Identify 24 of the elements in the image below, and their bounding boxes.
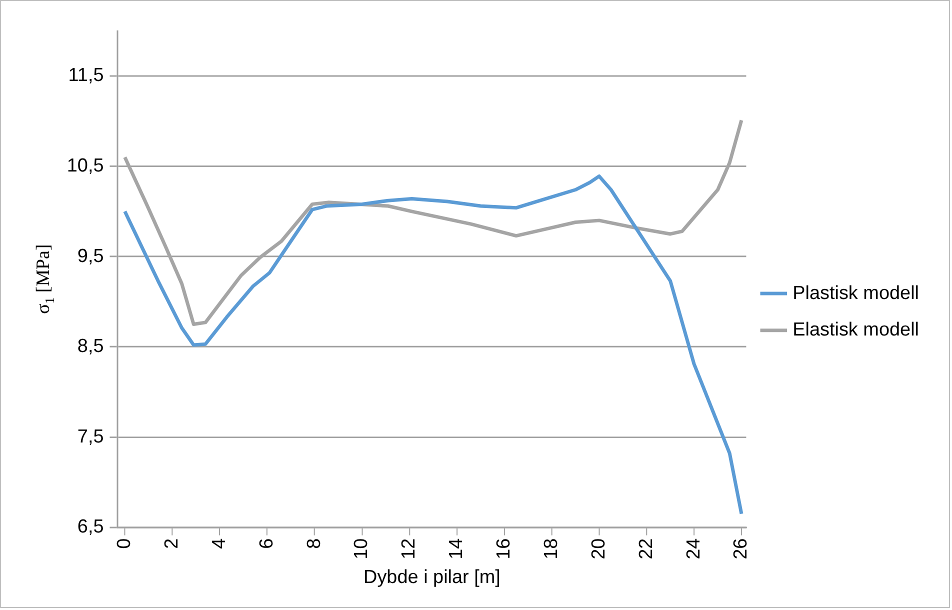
y-tick-label: 9,5 — [77, 246, 104, 267]
x-tick-label: 20 — [588, 538, 610, 560]
x-tick-label: 18 — [540, 538, 562, 560]
legend-label: Elastisk modell — [792, 320, 919, 341]
x-axis-title: Dybde i pilar [m] — [364, 566, 500, 588]
x-tick-label: 0 — [114, 538, 136, 549]
x-tick-label: 4 — [208, 538, 230, 549]
x-tick-label: 26 — [730, 538, 752, 560]
x-tick-label: 22 — [636, 538, 657, 560]
x-tick-label: 12 — [398, 538, 420, 560]
x-tick-label: 24 — [683, 538, 704, 560]
y-tick-label: 10,5 — [66, 156, 104, 177]
x-tick-label: 6 — [256, 538, 278, 549]
y-tick-label: 11,5 — [68, 65, 104, 86]
y-axis-title: σ1 [MPa] — [32, 244, 57, 314]
x-tick-label: 16 — [494, 538, 515, 560]
x-tick-label: 2 — [161, 538, 183, 549]
legend-label: Plastisk modell — [792, 282, 919, 304]
y-tick-label: 8,5 — [77, 336, 104, 358]
x-tick-label: 8 — [304, 538, 325, 549]
y-tick-label: 7,5 — [77, 426, 104, 448]
y-tick-label: 6,5 — [77, 516, 104, 538]
x-tick-label: 10 — [351, 538, 372, 560]
x-tick-label: 14 — [446, 538, 468, 560]
